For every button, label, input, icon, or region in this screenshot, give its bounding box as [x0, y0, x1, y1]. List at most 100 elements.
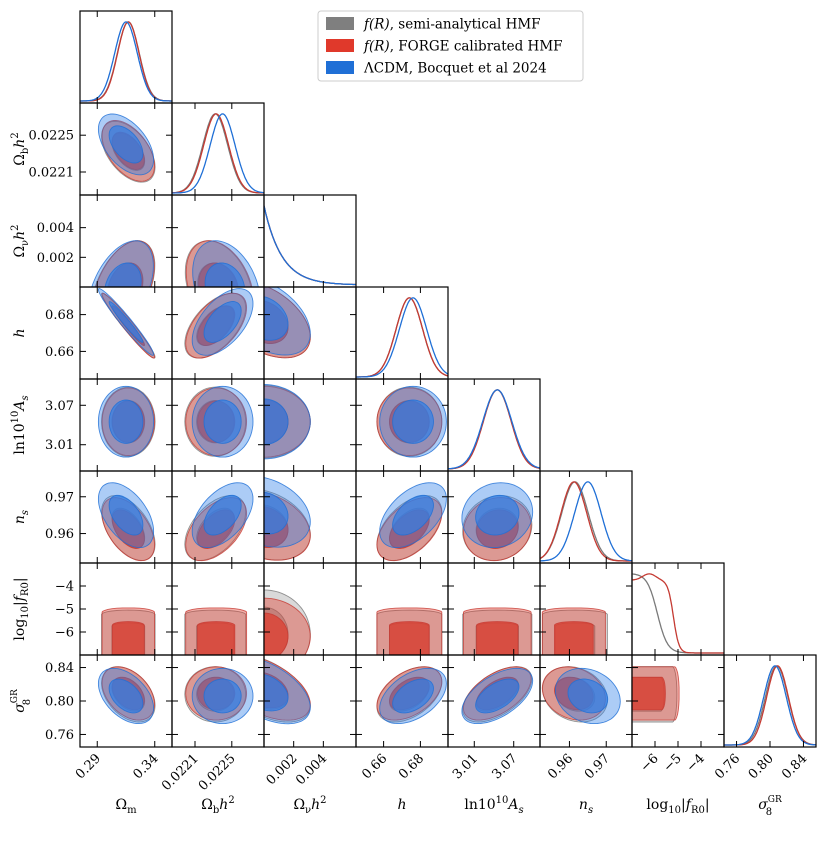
panel-logfR0-vs-Onuh2 [263, 562, 357, 656]
x-axis-label-Om: Ωm [115, 797, 137, 816]
y-tick-label-h: 0.66 [45, 345, 74, 360]
contour-68-Onuh2-h-series-2 [264, 296, 289, 341]
y-tick-label-s8: 0.76 [45, 728, 74, 743]
marginal-Onuh2-series-2 [264, 205, 356, 286]
contour-68-ns-logfR0-series-1 [554, 621, 594, 655]
panel-s8-vs-ns [539, 654, 633, 748]
panel-s8-vs-lnAs [447, 654, 541, 748]
marginal-lnAs-series-0 [448, 389, 540, 470]
x-tick-label-h: 0.68 [396, 751, 427, 782]
legend-label-semi-analytical: f(R), semi-analytical HMF [363, 17, 541, 33]
panel-ns-vs-lnAs [447, 470, 541, 564]
y-axis-label-s8: σGR 8 [10, 689, 33, 713]
marginal-ns-series-2 [540, 481, 632, 562]
panel-h-vs-h [355, 286, 449, 380]
x-tick-label-Onuh2: 0.004 [293, 751, 330, 788]
x-tick-label-lnAs: 3.01 [450, 751, 481, 782]
y-tick-label-lnAs: 3.01 [45, 438, 74, 453]
panel-Obh2-vs-Obh2 [171, 102, 265, 196]
panel-lnAs-vs-h [355, 378, 449, 472]
panel-s8-vs-s8 [723, 654, 817, 748]
contour-68-Obh2-ns-series-2 [203, 494, 242, 536]
x-tick-label-ns: 0.96 [545, 751, 576, 782]
contour-68-Obh2-s8-series-2 [203, 678, 242, 714]
marginal-Om-series-0 [80, 21, 172, 102]
marginal-Onuh2-series-1 [264, 205, 356, 286]
panel-logfR0-vs-Om [79, 562, 173, 656]
panel-ns-vs-ns [539, 470, 633, 564]
y-tick-label-Onuh2: 0.004 [37, 221, 74, 236]
marginal-h-series-2 [356, 297, 448, 378]
panel-logfR0-vs-Obh2 [171, 562, 265, 656]
x-axis-label-Obh2: Ωbh2 [201, 795, 234, 816]
contour-68-Om-Onuh2-series-2 [104, 262, 142, 287]
marginal-Obh2-series-0 [172, 113, 264, 194]
y-axis-label-ns: ns [12, 510, 31, 524]
x-axis-label-ns: ns [579, 797, 593, 816]
panel-lnAs-vs-lnAs [447, 378, 541, 472]
marginal-Obh2-series-1 [172, 113, 264, 194]
panel-Om-vs-Om [79, 10, 173, 104]
x-axis-label-lnAs: ln1010As [464, 795, 523, 816]
panel-s8-vs-Om [79, 654, 173, 748]
legend-label-forge: f(R), FORGE calibrated HMF [363, 39, 563, 55]
y-axis-label-Onuh2: Ωνh2 [10, 224, 31, 257]
panel-lnAs-vs-Om [79, 378, 173, 472]
x-axis-label-s8: σGR 8 [758, 795, 782, 818]
marginal-Om-series-2 [80, 21, 172, 102]
corner-panels [79, 10, 817, 748]
panel-frame [355, 286, 449, 380]
panel-Onuh2-vs-Obh2 [171, 194, 265, 288]
x-tick-label-logfR0: −6 [638, 751, 662, 775]
x-axis-label-h: h [397, 797, 406, 813]
y-tick-label-Obh2: 0.0221 [29, 166, 75, 181]
contour-68-lnAs-ns-series-2 [475, 494, 520, 536]
contour-68-lnAs-logfR0-series-1 [476, 621, 519, 655]
x-tick-label-h: 0.66 [359, 751, 390, 782]
x-tick-label-logfR0: −5 [661, 751, 685, 775]
contour-68-Onuh2-s8-series-2 [264, 674, 289, 712]
y-tick-label-logfR0: −6 [55, 626, 74, 641]
y-tick-label-logfR0: −4 [55, 580, 74, 595]
panel-s8-vs-logfR0 [631, 654, 725, 748]
marginal-s8-series-0 [724, 665, 816, 746]
x-tick-label-s8: 0.76 [712, 751, 743, 782]
panel-Onuh2-vs-Onuh2 [263, 194, 357, 288]
y-axis-label-lnAs: ln1010As [10, 395, 31, 454]
contour-68-Om-ns-series-2 [108, 494, 144, 536]
legend-frame [317, 10, 584, 82]
y-tick-label-Onuh2: 0.002 [37, 251, 74, 266]
contour-68-Om-logfR0-series-1 [111, 621, 145, 655]
y-tick-label-ns: 0.96 [45, 527, 74, 542]
x-tick-label-s8: 0.80 [746, 751, 777, 782]
panel-ns-vs-Om [79, 470, 173, 564]
marginal-Obh2-series-2 [172, 113, 264, 194]
contour-68-Onuh2-ns-series-2 [264, 491, 289, 535]
marginal-ns-series-1 [540, 481, 632, 562]
x-axis-label-logfR0: log10|fR0| [646, 797, 709, 816]
x-tick-label-Onuh2: 0.002 [264, 751, 301, 788]
contour-68-lnAs-s8-series-2 [475, 678, 520, 714]
y-axis-label-h: h [12, 328, 28, 337]
contour-68-Onuh2-lnAs-series-2 [264, 398, 289, 445]
contour-68-ns-s8-series-2 [567, 678, 609, 714]
marginal-logfR0-series-1 [632, 573, 724, 654]
x-tick-label-ns: 0.97 [582, 751, 613, 782]
panel-frame [263, 194, 357, 288]
panel-s8-vs-h [355, 654, 449, 748]
marginal-Om-series-1 [80, 21, 172, 102]
panel-logfR0-vs-lnAs [447, 562, 541, 656]
panel-frame [539, 470, 633, 564]
panel-h-vs-Onuh2 [263, 286, 357, 380]
contour-68-Om-h-series-2 [108, 301, 144, 343]
marginal-s8-series-2 [724, 665, 816, 746]
contour-68-h-lnAs-series-2 [392, 399, 434, 444]
panel-h-vs-Om [79, 286, 173, 380]
panel-frame [723, 654, 817, 748]
legend-swatch-semi-analytical [326, 17, 354, 30]
contour-68-Om-lnAs-series-2 [108, 399, 144, 444]
contour-68-logfR0-s8-series-1 [632, 676, 666, 711]
x-tick-label-Om: 0.29 [73, 751, 104, 782]
marginal-h-series-1 [356, 297, 448, 378]
